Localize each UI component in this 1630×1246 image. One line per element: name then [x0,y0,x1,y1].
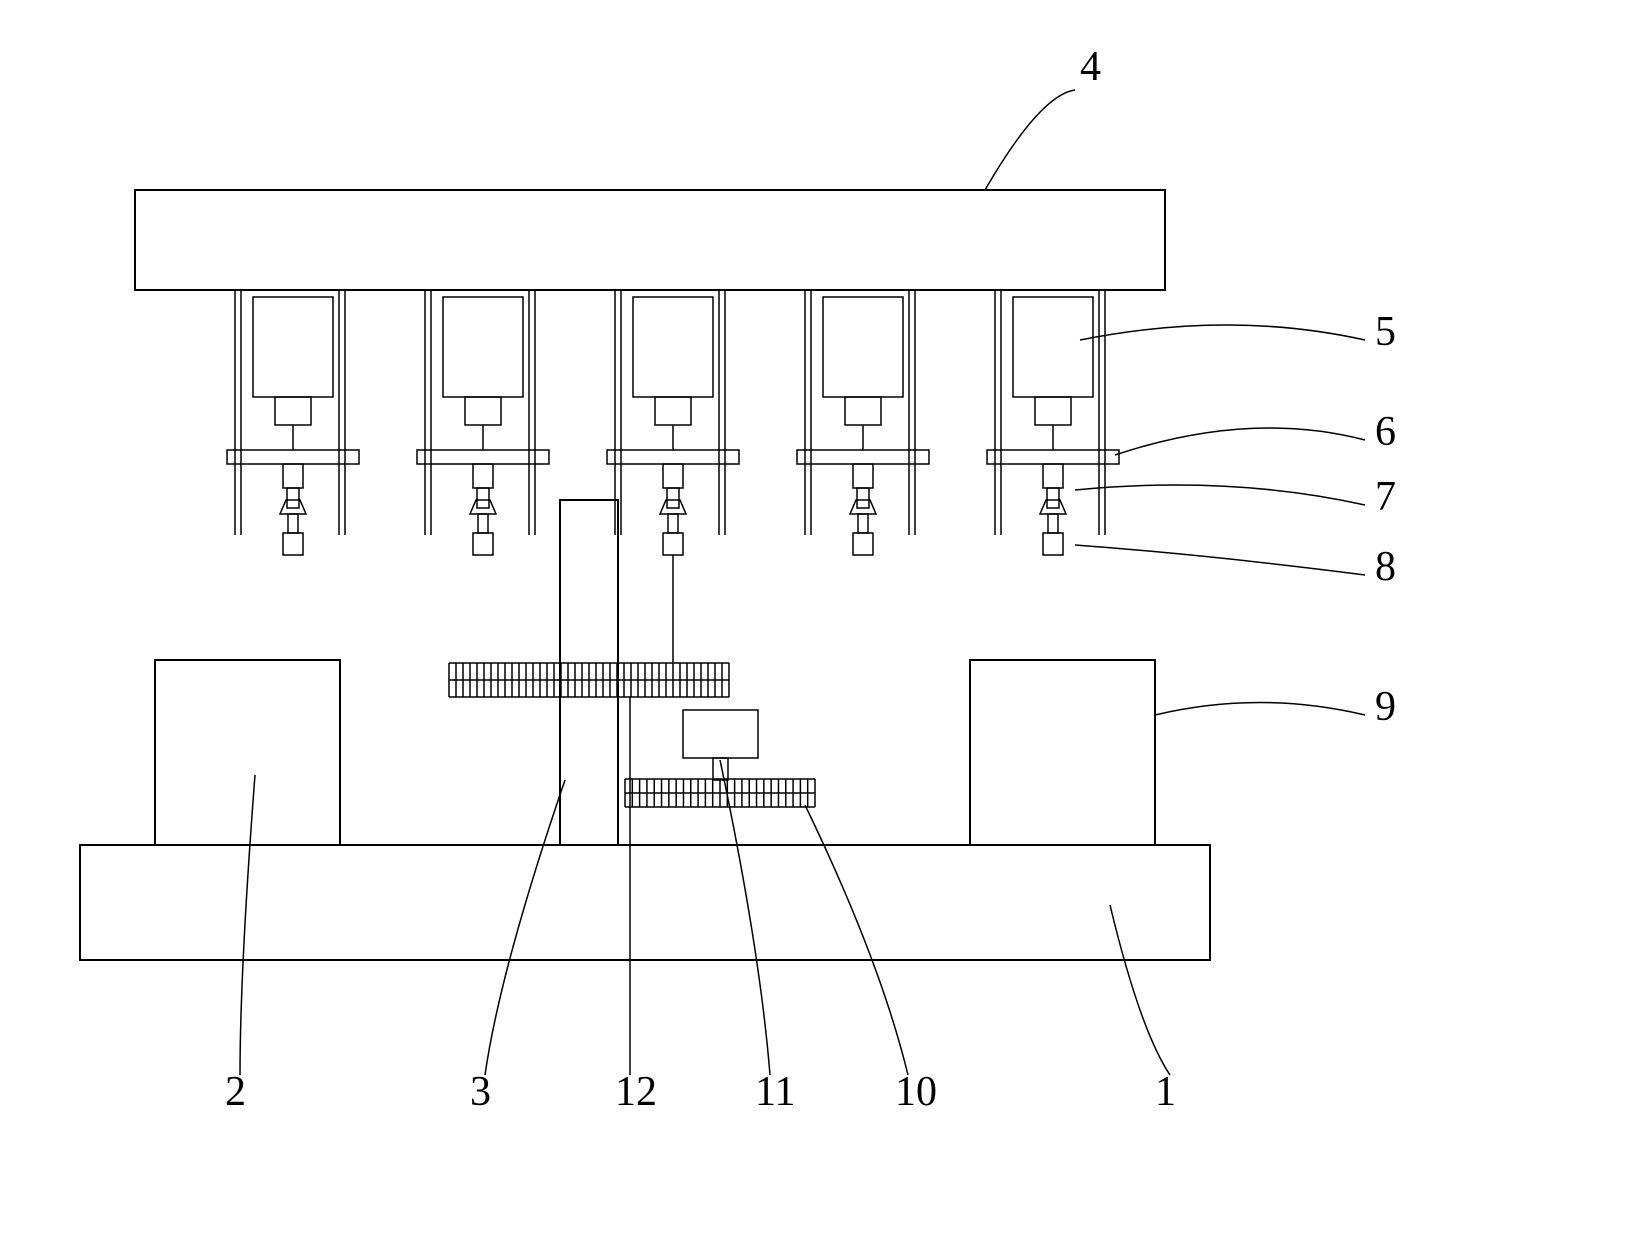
leader-7 [1075,485,1365,505]
leader-2 [240,775,255,1075]
leader-5 [1080,325,1365,340]
callout-label-6: 6 [1375,409,1396,455]
callout-label-12: 12 [615,1069,657,1115]
callout-label-3: 3 [470,1069,491,1115]
callout-label-4: 4 [1080,44,1101,90]
leader-6 [1115,428,1365,455]
leader-4 [985,90,1075,190]
callout-label-2: 2 [225,1069,246,1115]
callout-label-11: 11 [755,1069,795,1115]
callout-label-5: 5 [1375,309,1396,355]
callout-label-9: 9 [1375,684,1396,730]
leader-9 [1155,703,1365,716]
callout-label-7: 7 [1375,474,1396,520]
technical-figure: 123456789101112 [0,0,1630,1246]
leader-8 [1075,545,1365,575]
callout-label-8: 8 [1375,544,1396,590]
callout-label-1: 1 [1155,1069,1176,1115]
leader-1 [1110,905,1170,1075]
leader-3 [485,780,565,1075]
callout-label-10: 10 [895,1069,937,1115]
